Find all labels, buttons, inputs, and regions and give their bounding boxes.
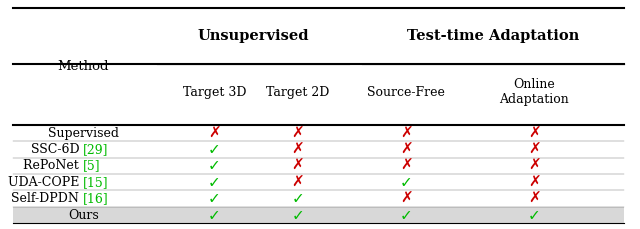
Text: Self-DPDN: Self-DPDN (12, 192, 83, 205)
Text: ✓: ✓ (400, 207, 413, 223)
Text: [15]: [15] (83, 176, 109, 189)
Text: ✗: ✗ (291, 158, 304, 173)
Text: ✓: ✓ (208, 158, 221, 173)
Text: ✓: ✓ (208, 142, 221, 157)
Text: Unsupervised: Unsupervised (197, 29, 308, 43)
Text: ✗: ✗ (400, 125, 413, 141)
Text: ✗: ✗ (400, 191, 413, 206)
Text: Target 2D: Target 2D (266, 86, 330, 99)
Text: ✗: ✗ (400, 142, 413, 157)
Text: ✓: ✓ (291, 191, 304, 206)
Text: ✗: ✗ (528, 175, 541, 190)
Text: Supervised: Supervised (48, 126, 118, 139)
Text: ✓: ✓ (528, 207, 541, 223)
Text: [29]: [29] (83, 143, 109, 156)
Text: [16]: [16] (83, 192, 109, 205)
Text: Ours: Ours (68, 209, 99, 222)
Text: ✗: ✗ (291, 125, 304, 141)
Text: ✓: ✓ (400, 175, 413, 190)
Text: Target 3D: Target 3D (182, 86, 246, 99)
Text: ✗: ✗ (528, 191, 541, 206)
Text: ✓: ✓ (208, 191, 221, 206)
Text: ✓: ✓ (208, 207, 221, 223)
Text: ✗: ✗ (291, 175, 304, 190)
Text: ✗: ✗ (528, 142, 541, 157)
Text: RePoNet: RePoNet (24, 159, 83, 172)
Text: ✓: ✓ (208, 175, 221, 190)
Text: Method: Method (58, 60, 109, 73)
Bar (13, 207, 624, 223)
Text: ✗: ✗ (400, 158, 413, 173)
Text: ✗: ✗ (291, 142, 304, 157)
Text: ✓: ✓ (291, 207, 304, 223)
Text: Source-Free: Source-Free (367, 86, 445, 99)
Text: ✗: ✗ (528, 125, 541, 141)
Text: [5]: [5] (83, 159, 101, 172)
Text: Test-time Adaptation: Test-time Adaptation (406, 29, 579, 43)
Text: ✗: ✗ (528, 158, 541, 173)
Text: UDA-COPE: UDA-COPE (8, 176, 83, 189)
Text: ✗: ✗ (208, 125, 221, 141)
Text: SSC-6D: SSC-6D (31, 143, 83, 156)
Text: Online
Adaptation: Online Adaptation (500, 78, 569, 106)
